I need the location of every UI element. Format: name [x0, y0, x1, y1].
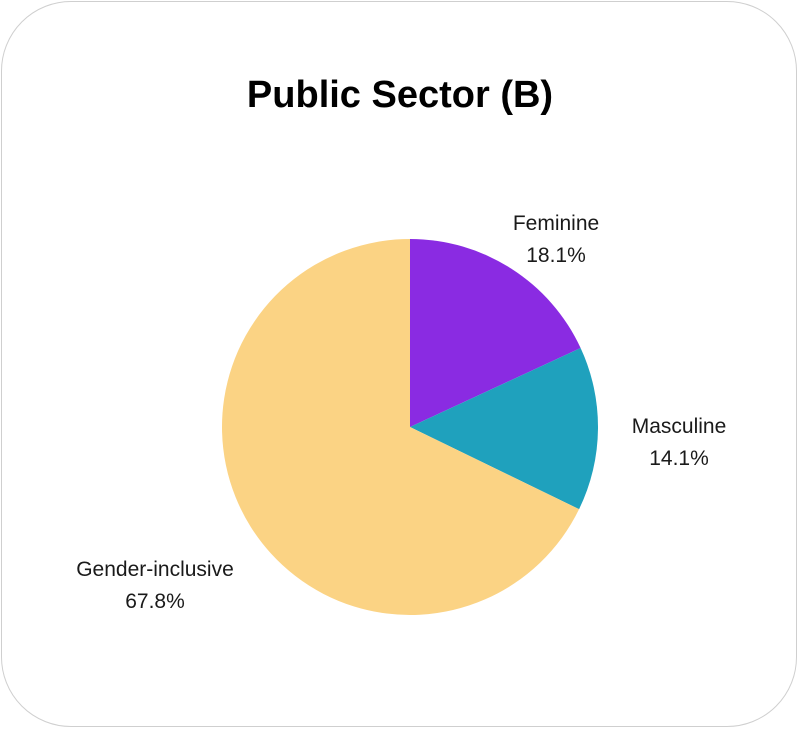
pie-labels: Feminine 18.1% Masculine 14.1% Gender-inclus… [76, 212, 726, 613]
slice-value-feminine: 18.1% [526, 244, 586, 267]
slice-label-feminine: Feminine [513, 212, 599, 235]
chart-title: Public Sector (B) [246, 74, 554, 116]
pie-slice-gender-inclusive [222, 239, 580, 615]
slice-value-masculine: 14.1% [649, 447, 709, 470]
slice-label-masculine: Masculine [632, 415, 727, 438]
pie-slice-masculine [410, 348, 598, 510]
slice-label-gender-inclusive: Gender-inclusive [76, 558, 234, 581]
slice-value-gender-inclusive: 67.8% [125, 590, 185, 613]
pie-slice-feminine [410, 239, 581, 427]
pie-slices [222, 239, 598, 615]
